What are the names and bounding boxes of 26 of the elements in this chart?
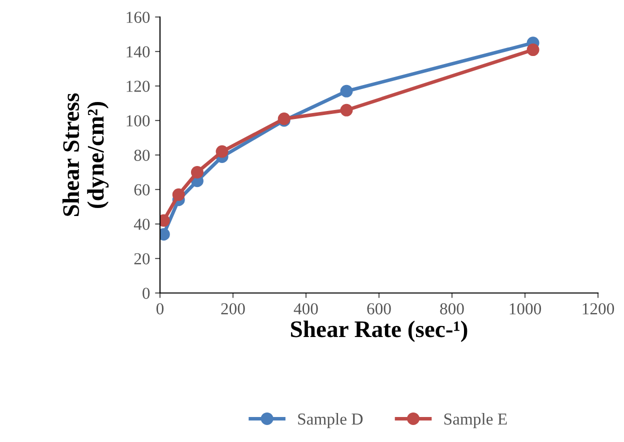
x-tick-label: 1200 <box>582 303 614 314</box>
point <box>340 104 353 116</box>
legend-label: Sample E <box>444 412 507 428</box>
x-tick-label: 200 <box>221 303 245 314</box>
point <box>526 44 540 56</box>
y-tick-label: 20 <box>134 253 150 264</box>
point <box>190 166 204 178</box>
point <box>216 145 228 158</box>
y-tick-label: 80 <box>134 150 150 161</box>
x-tick-label: 1000 <box>510 303 542 314</box>
y-tick-label: 0 <box>142 288 150 299</box>
y-tick-label: 100 <box>126 115 150 126</box>
y-tick-label: 160 <box>126 12 150 23</box>
x-tick-label: 600 <box>367 303 391 314</box>
legend-label: Sample D <box>298 412 363 428</box>
x-axis-title: Shear Rate (sec-¹) <box>291 320 468 342</box>
y-axis-title: Shear Stress (dyne/cm²) <box>62 93 109 216</box>
y-tick-label: 140 <box>126 46 150 58</box>
x-tick-label: 800 <box>440 303 464 314</box>
y-tick-label: 120 <box>126 80 150 92</box>
x-tick-label: 0 <box>156 303 164 314</box>
point <box>172 188 185 201</box>
point <box>340 84 353 98</box>
y-tick-label: 60 <box>134 184 150 196</box>
y-tick-label: 40 <box>134 218 150 230</box>
x-tick-label: 400 <box>294 303 318 314</box>
